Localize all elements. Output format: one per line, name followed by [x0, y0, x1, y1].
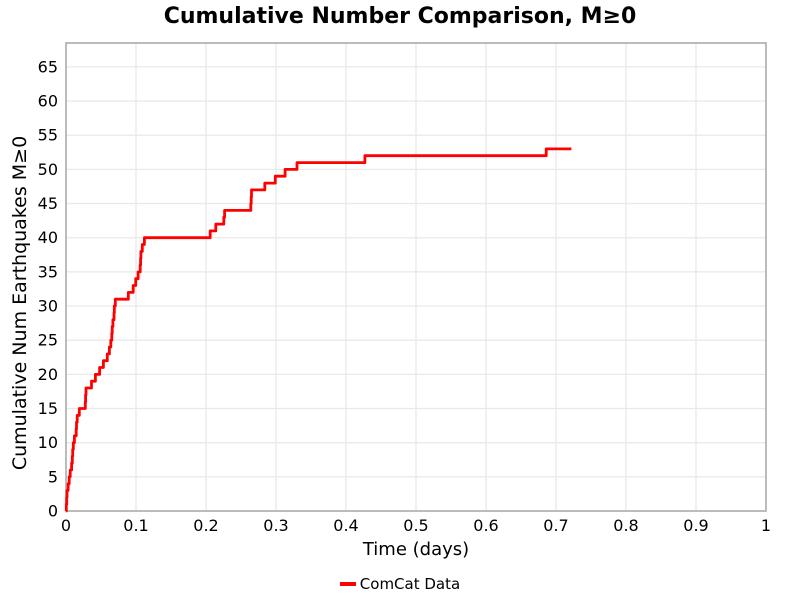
- y-tick-label: 30: [38, 297, 58, 316]
- x-tick-label: 0.5: [403, 516, 428, 535]
- x-tick-label: 0.3: [263, 516, 288, 535]
- y-tick-label: 20: [38, 365, 58, 384]
- y-axis-label: Cumulative Num Earthquakes M≥0: [9, 135, 31, 471]
- legend-line-swatch-icon: [339, 582, 356, 586]
- y-tick-label: 50: [38, 160, 58, 179]
- y-tick-label: 40: [38, 228, 58, 247]
- y-tick-label: 5: [48, 467, 58, 486]
- chart-title: Cumulative Number Comparison, M≥0: [163, 4, 637, 29]
- y-tick-label: 55: [38, 126, 58, 145]
- legend-entry-label: ComCat Data: [359, 575, 461, 593]
- legend: ComCat Data: [0, 573, 800, 595]
- y-tick-label: 60: [38, 92, 58, 111]
- plot-border: [65, 42, 767, 512]
- x-tick-label: 0: [61, 516, 71, 535]
- x-tick-label: 0.1: [123, 516, 148, 535]
- x-tick-label: 0.7: [543, 516, 568, 535]
- x-tick-label: 0.9: [683, 516, 708, 535]
- y-tick-label: 15: [38, 399, 58, 418]
- x-tick-label: 1: [761, 516, 771, 535]
- comcat-series-path: [64, 147, 572, 513]
- y-tick-label: 35: [38, 262, 58, 281]
- x-tick-label: 0.4: [333, 516, 358, 535]
- y-tick-label: 10: [38, 433, 58, 452]
- x-tick-label: 0.2: [193, 516, 218, 535]
- x-tick-label: 0.6: [473, 516, 498, 535]
- y-tick-label: 45: [38, 194, 58, 213]
- y-tick-label: 25: [38, 331, 58, 350]
- y-tick-label: 65: [38, 57, 58, 76]
- y-tick-label: 0: [48, 502, 58, 521]
- x-tick-label: 0.8: [613, 516, 638, 535]
- x-axis-label: Time (days): [362, 539, 470, 560]
